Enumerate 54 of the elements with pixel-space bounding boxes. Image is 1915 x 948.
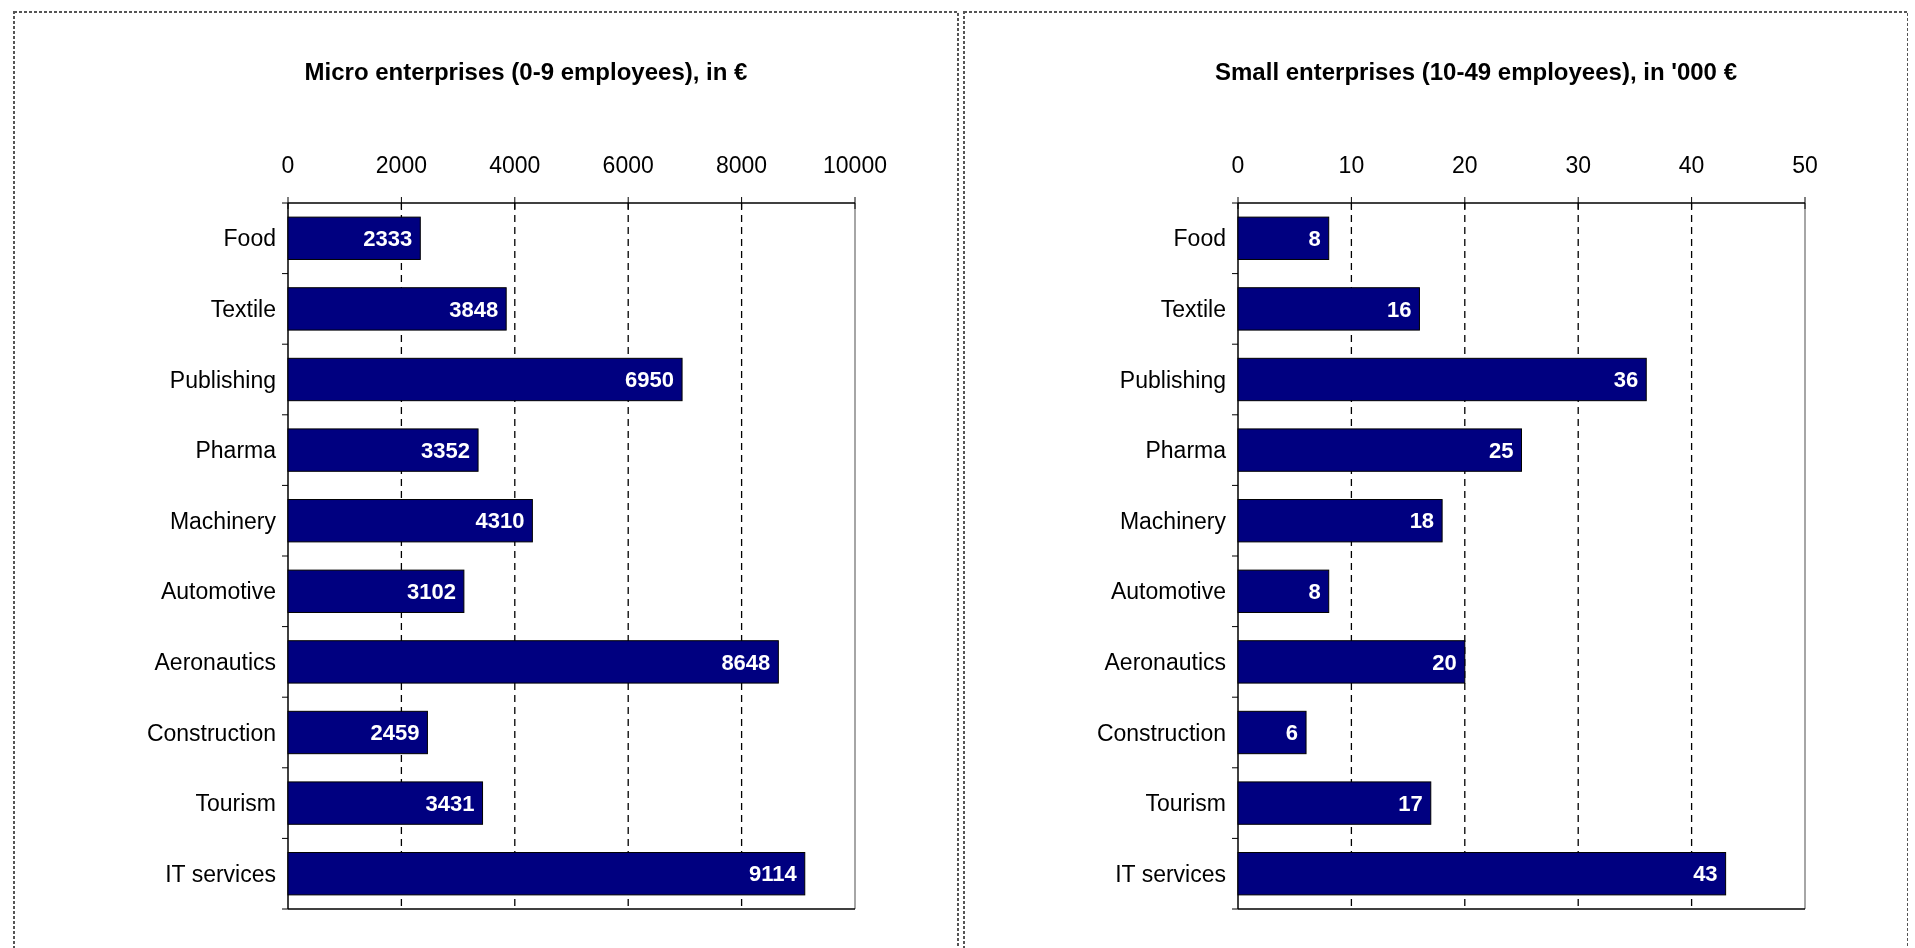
y-tick-label: Construction bbox=[146, 719, 276, 746]
y-tick-label: Publishing bbox=[169, 366, 276, 393]
y-tick-label: Tourism bbox=[195, 790, 276, 817]
data-label: 8 bbox=[1308, 226, 1321, 251]
data-label: 16 bbox=[1386, 296, 1412, 322]
data-label: 3431 bbox=[425, 790, 475, 816]
data-label: 36 bbox=[1613, 367, 1639, 393]
y-tick-label: Aeronautics bbox=[154, 648, 276, 675]
y-tick-label: Pharma bbox=[195, 437, 277, 464]
x-tick-label: 6000 bbox=[602, 152, 654, 178]
x-tick-label: 8000 bbox=[716, 152, 768, 178]
y-tick-label: Tourism bbox=[1145, 790, 1226, 817]
y-tick-label: Textile bbox=[1160, 295, 1226, 322]
data-label: 2459 bbox=[370, 720, 420, 746]
y-tick-label: Publishing bbox=[1119, 366, 1226, 393]
y-tick-label: Food bbox=[1173, 225, 1226, 252]
y-tick-label: Machinery bbox=[1119, 507, 1227, 534]
data-label: 8 bbox=[1308, 579, 1321, 604]
x-tick-label: 50 bbox=[1792, 152, 1818, 178]
x-tick-label: 0 bbox=[1231, 152, 1245, 178]
x-tick-label: 20 bbox=[1452, 152, 1478, 178]
y-tick-label: Automotive bbox=[160, 578, 276, 605]
data-label: 25 bbox=[1489, 437, 1514, 463]
data-label: 6 bbox=[1285, 720, 1299, 746]
y-tick-label: IT services bbox=[165, 860, 276, 887]
y-tick-label: Automotive bbox=[1110, 578, 1226, 605]
data-label: 2333 bbox=[363, 226, 413, 251]
y-tick-label: Machinery bbox=[169, 507, 277, 534]
data-label: 9114 bbox=[749, 861, 798, 887]
x-tick-label: 10 bbox=[1338, 152, 1365, 178]
y-tick-label: Pharma bbox=[1145, 437, 1227, 464]
data-label: 20 bbox=[1432, 649, 1457, 675]
chart-title: Small enterprises (10-49 employees), in '000 € bbox=[1215, 58, 1737, 85]
y-tick-label: IT services bbox=[1115, 860, 1226, 887]
x-tick-label: 4000 bbox=[489, 152, 541, 178]
data-label: 4310 bbox=[475, 508, 525, 534]
data-label: 3352 bbox=[421, 437, 471, 463]
x-tick-label: 30 bbox=[1565, 152, 1591, 178]
data-label: 3102 bbox=[406, 579, 456, 604]
data-label: 18 bbox=[1409, 508, 1435, 534]
x-tick-label: 2000 bbox=[375, 152, 427, 178]
data-label: 3848 bbox=[449, 296, 499, 322]
y-tick-label: Textile bbox=[210, 295, 276, 322]
x-tick-label: 10000 bbox=[823, 152, 887, 178]
y-tick-label: Aeronautics bbox=[1104, 648, 1226, 675]
chart-title: Micro enterprises (0-9 employees), in € bbox=[304, 58, 748, 85]
data-label: 17 bbox=[1398, 790, 1423, 816]
x-tick-label: 0 bbox=[281, 152, 295, 178]
data-label: 6950 bbox=[625, 367, 675, 393]
data-label: 8648 bbox=[721, 649, 771, 675]
x-tick-label: 40 bbox=[1678, 152, 1705, 178]
data-label: 43 bbox=[1693, 861, 1718, 887]
y-tick-label: Food bbox=[223, 225, 276, 252]
y-tick-label: Construction bbox=[1096, 719, 1226, 746]
